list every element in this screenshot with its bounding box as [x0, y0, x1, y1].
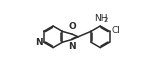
Text: N: N: [35, 38, 42, 47]
Text: 2: 2: [104, 17, 108, 23]
Text: NH: NH: [94, 14, 107, 23]
Text: Cl: Cl: [111, 26, 120, 35]
Text: N: N: [69, 42, 76, 51]
Text: O: O: [68, 22, 76, 31]
